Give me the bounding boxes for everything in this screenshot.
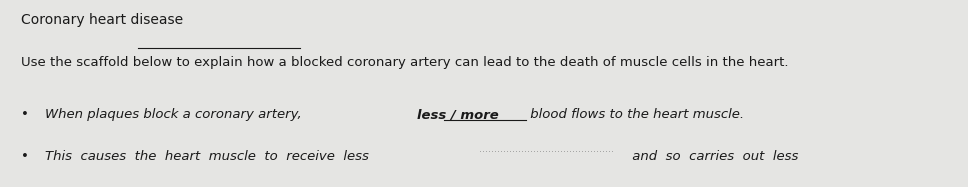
Text: •: • bbox=[21, 150, 29, 163]
Text: Use the scaffold below to explain how a blocked coronary artery can lead to the : Use the scaffold below to explain how a … bbox=[21, 56, 789, 69]
Text: •: • bbox=[21, 108, 29, 122]
Text: This  causes  the  heart  muscle  to  receive  less: This causes the heart muscle to receive … bbox=[45, 150, 369, 163]
Text: blood flows to the heart muscle.: blood flows to the heart muscle. bbox=[526, 108, 743, 122]
Text: less / more: less / more bbox=[416, 108, 499, 122]
Text: When plaques block a coronary artery,: When plaques block a coronary artery, bbox=[45, 108, 306, 122]
Text: .............................................: ........................................… bbox=[479, 144, 615, 154]
Text: Coronary heart disease: Coronary heart disease bbox=[21, 13, 183, 27]
Text: .......................................: ....................................... bbox=[21, 181, 138, 187]
Text: and  so  carries  out  less: and so carries out less bbox=[627, 150, 798, 163]
